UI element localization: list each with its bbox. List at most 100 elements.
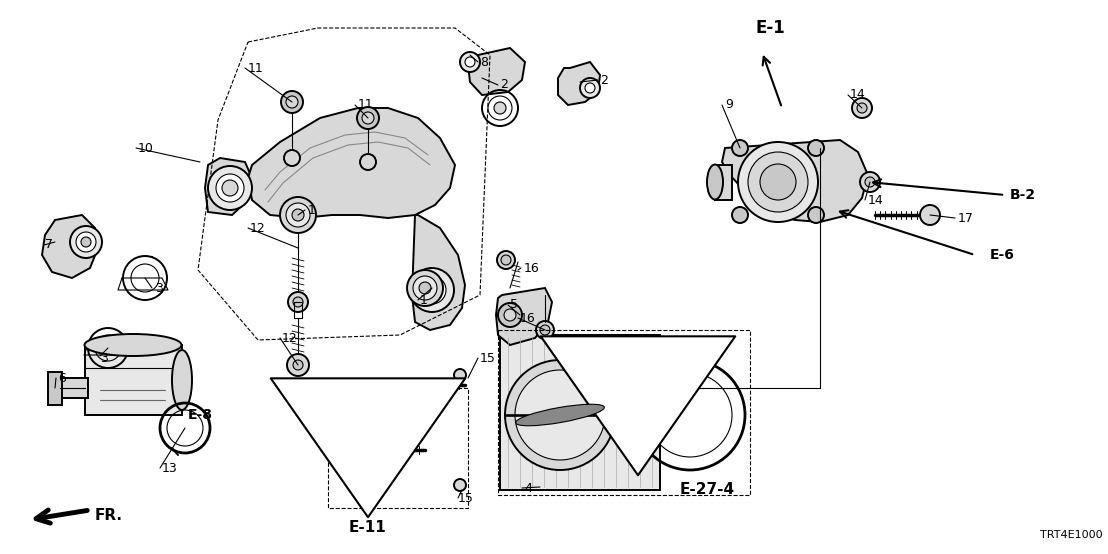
- Text: 3: 3: [100, 351, 107, 365]
- Circle shape: [293, 297, 302, 307]
- Circle shape: [284, 150, 300, 166]
- Circle shape: [293, 209, 304, 221]
- Text: 2: 2: [500, 79, 507, 91]
- Circle shape: [424, 282, 440, 298]
- Circle shape: [515, 370, 605, 460]
- Circle shape: [293, 360, 302, 370]
- Polygon shape: [412, 215, 465, 330]
- Circle shape: [748, 152, 808, 212]
- Ellipse shape: [172, 350, 192, 410]
- Polygon shape: [500, 335, 660, 490]
- Text: 11: 11: [358, 99, 373, 111]
- Text: 8: 8: [480, 55, 488, 69]
- Circle shape: [357, 107, 379, 129]
- Circle shape: [362, 112, 375, 124]
- Circle shape: [920, 205, 940, 225]
- Text: 12: 12: [283, 331, 298, 345]
- Circle shape: [222, 180, 238, 196]
- Text: 15: 15: [480, 351, 496, 365]
- Circle shape: [208, 166, 252, 210]
- Circle shape: [286, 96, 298, 108]
- Ellipse shape: [84, 334, 182, 356]
- Text: 10: 10: [138, 141, 154, 155]
- Text: 5: 5: [510, 299, 519, 311]
- Ellipse shape: [707, 165, 724, 199]
- Circle shape: [460, 52, 480, 72]
- Circle shape: [418, 276, 447, 304]
- Circle shape: [579, 78, 601, 98]
- Circle shape: [760, 164, 796, 200]
- Circle shape: [288, 292, 308, 312]
- Text: 2: 2: [601, 74, 608, 86]
- Circle shape: [419, 282, 431, 294]
- Text: 13: 13: [162, 461, 177, 474]
- Circle shape: [732, 207, 748, 223]
- Circle shape: [865, 177, 875, 187]
- Ellipse shape: [515, 404, 604, 426]
- Text: E-1: E-1: [756, 19, 784, 37]
- Polygon shape: [558, 62, 601, 105]
- Circle shape: [360, 154, 376, 170]
- Text: 14: 14: [850, 89, 865, 101]
- Circle shape: [81, 237, 91, 247]
- Text: FR.: FR.: [95, 509, 123, 524]
- Circle shape: [497, 251, 515, 269]
- Text: 9: 9: [725, 99, 732, 111]
- Text: 3: 3: [155, 281, 163, 295]
- Text: E-11: E-11: [349, 521, 387, 536]
- Circle shape: [808, 207, 824, 223]
- Text: 16: 16: [524, 261, 540, 274]
- Circle shape: [454, 369, 466, 381]
- Text: 12: 12: [250, 222, 266, 234]
- Circle shape: [410, 268, 454, 312]
- Circle shape: [413, 276, 437, 300]
- Text: 17: 17: [958, 212, 974, 224]
- Text: 7: 7: [45, 239, 53, 252]
- Polygon shape: [55, 378, 88, 398]
- Polygon shape: [248, 108, 455, 218]
- Circle shape: [287, 354, 309, 376]
- Circle shape: [501, 255, 511, 265]
- Text: 14: 14: [868, 193, 884, 207]
- Circle shape: [70, 226, 102, 258]
- Circle shape: [536, 321, 554, 339]
- Polygon shape: [715, 165, 732, 200]
- Circle shape: [738, 142, 818, 222]
- Circle shape: [407, 270, 443, 306]
- Text: TRT4E1000: TRT4E1000: [1040, 530, 1102, 540]
- Text: 16: 16: [520, 311, 536, 325]
- Text: 1: 1: [420, 294, 428, 306]
- Circle shape: [856, 103, 866, 113]
- Circle shape: [852, 98, 872, 118]
- Text: 11: 11: [248, 61, 264, 74]
- Circle shape: [216, 174, 244, 202]
- Circle shape: [494, 102, 506, 114]
- Polygon shape: [48, 372, 62, 405]
- Text: E-6: E-6: [991, 248, 1015, 262]
- Text: 6: 6: [58, 372, 65, 384]
- Text: E-8: E-8: [188, 408, 213, 422]
- Circle shape: [465, 57, 475, 67]
- Circle shape: [732, 140, 748, 156]
- Text: E-27-4: E-27-4: [680, 483, 735, 497]
- Text: 1: 1: [308, 203, 316, 217]
- Polygon shape: [496, 288, 552, 345]
- Circle shape: [280, 197, 316, 233]
- Text: 4: 4: [524, 481, 532, 495]
- Polygon shape: [85, 345, 182, 415]
- Circle shape: [281, 91, 302, 113]
- Circle shape: [286, 203, 310, 227]
- Polygon shape: [722, 140, 868, 222]
- Text: B-2: B-2: [1010, 188, 1036, 202]
- Circle shape: [505, 360, 615, 470]
- Circle shape: [504, 309, 516, 321]
- Circle shape: [540, 325, 550, 335]
- Circle shape: [454, 479, 466, 491]
- Polygon shape: [468, 48, 525, 95]
- Circle shape: [497, 303, 522, 327]
- Circle shape: [808, 140, 824, 156]
- Circle shape: [860, 172, 880, 192]
- Circle shape: [585, 83, 595, 93]
- Text: 15: 15: [458, 491, 474, 505]
- Polygon shape: [42, 215, 98, 278]
